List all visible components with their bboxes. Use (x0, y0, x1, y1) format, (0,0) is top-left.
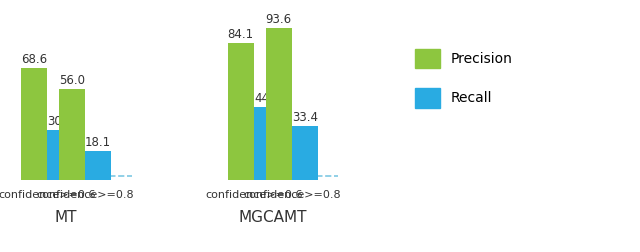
Text: 93.6: 93.6 (266, 13, 292, 26)
Bar (292, 126, 318, 180)
Bar (266, 28, 292, 180)
Bar (85, 151, 111, 180)
Text: 84.1: 84.1 (228, 28, 254, 41)
Text: MT: MT (55, 210, 77, 225)
Legend: Precision, Recall: Precision, Recall (408, 42, 520, 114)
Bar (21, 69, 47, 180)
Bar (47, 130, 74, 180)
Bar (59, 89, 85, 180)
Text: 56.0: 56.0 (59, 74, 85, 87)
Bar (228, 43, 254, 180)
Text: 44.8: 44.8 (254, 92, 280, 105)
Text: 68.6: 68.6 (21, 53, 47, 67)
Text: MGCAMT: MGCAMT (239, 210, 307, 225)
Text: 18.1: 18.1 (85, 136, 111, 149)
Bar (254, 107, 280, 180)
Text: 30.7: 30.7 (47, 115, 74, 128)
Text: 33.4: 33.4 (292, 111, 318, 124)
